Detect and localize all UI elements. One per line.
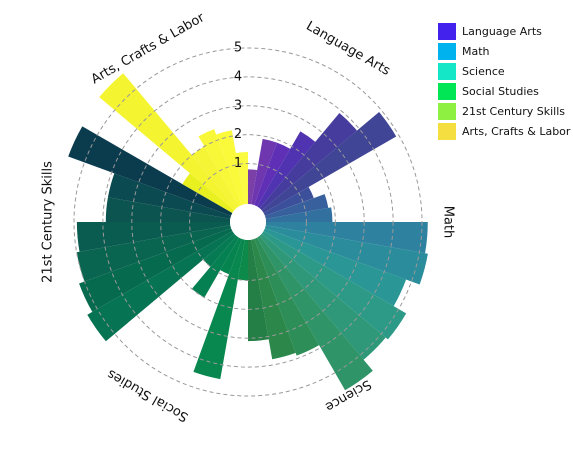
- category-label: Social Studies: [105, 366, 191, 425]
- bar: [235, 152, 248, 205]
- legend-swatch: [438, 123, 456, 140]
- legend-label: Social Studies: [462, 85, 539, 98]
- bar: [182, 173, 235, 213]
- legend-swatch: [438, 83, 456, 100]
- bar: [107, 173, 232, 219]
- bar: [263, 228, 407, 307]
- bar: [248, 239, 269, 342]
- bar: [198, 129, 242, 207]
- r-tick-label: 5: [234, 41, 242, 56]
- bar: [248, 169, 258, 205]
- bar: [191, 235, 239, 298]
- bar: [203, 233, 237, 267]
- center-hole: [230, 204, 266, 240]
- bar: [265, 207, 333, 222]
- category-label: 21st Century Skills: [41, 161, 56, 283]
- bar: [68, 126, 233, 216]
- bar: [254, 237, 320, 356]
- legend-label: 21st Century Skills: [462, 105, 565, 118]
- grid-circle: [102, 76, 394, 368]
- r-tick-label: 4: [234, 69, 242, 84]
- legend-label: Language Arts: [462, 25, 542, 38]
- bar: [251, 238, 296, 360]
- bar: [237, 239, 248, 281]
- bar: [259, 113, 357, 211]
- bar: [257, 235, 373, 391]
- grid-circle: [73, 47, 423, 397]
- bar: [251, 138, 277, 206]
- bar: [191, 146, 239, 209]
- bar: [105, 197, 231, 222]
- legend-label: Arts, Crafts & Labor: [462, 125, 571, 138]
- legend-swatch: [438, 23, 456, 40]
- legend-swatch: [438, 63, 456, 80]
- category-label: Arts, Crafts & Labor: [89, 10, 208, 87]
- bar: [257, 131, 316, 209]
- bar: [259, 233, 386, 360]
- legend-label: Science: [462, 65, 505, 78]
- bar: [261, 231, 407, 340]
- legend-swatch: [438, 103, 456, 120]
- bar: [264, 225, 428, 285]
- bar: [220, 237, 242, 275]
- grid-circle: [160, 134, 336, 310]
- bar: [193, 238, 245, 380]
- bar: [263, 187, 314, 216]
- legend-label: Math: [462, 45, 490, 58]
- bar: [264, 194, 329, 219]
- bar: [87, 231, 235, 342]
- r-tick-label: 3: [234, 98, 242, 113]
- category-label: Language Arts: [303, 19, 392, 79]
- legend-swatch: [438, 43, 456, 60]
- category-label: Math: [441, 206, 456, 239]
- bar: [76, 222, 231, 252]
- bar: [76, 225, 232, 282]
- grid-circle: [131, 105, 365, 339]
- r-tick-label: 1: [234, 156, 242, 171]
- bar: [216, 130, 245, 206]
- bar: [254, 142, 291, 207]
- bar: [79, 228, 233, 312]
- grid-circle: [189, 163, 307, 281]
- bar: [99, 73, 237, 211]
- r-tick-label: 2: [234, 127, 242, 142]
